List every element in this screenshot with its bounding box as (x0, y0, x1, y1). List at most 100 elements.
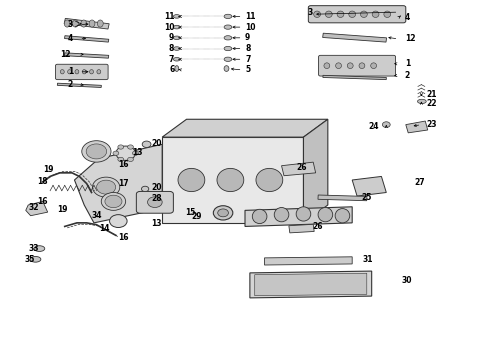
Polygon shape (65, 36, 109, 42)
Polygon shape (322, 33, 387, 42)
Ellipse shape (173, 25, 180, 29)
Ellipse shape (296, 207, 311, 221)
Text: 12: 12 (405, 35, 416, 44)
Ellipse shape (86, 144, 107, 159)
Text: 9: 9 (169, 33, 174, 42)
Ellipse shape (349, 11, 356, 18)
Ellipse shape (64, 20, 70, 27)
Polygon shape (282, 162, 316, 176)
Polygon shape (64, 18, 109, 29)
Ellipse shape (81, 20, 87, 27)
Text: 18: 18 (37, 176, 48, 185)
Text: 13: 13 (151, 219, 162, 228)
Polygon shape (162, 119, 328, 137)
Text: 16: 16 (118, 161, 129, 170)
Ellipse shape (113, 151, 119, 156)
Ellipse shape (336, 63, 342, 68)
Ellipse shape (217, 168, 244, 192)
Text: 3: 3 (307, 8, 313, 17)
Text: 8: 8 (245, 44, 250, 53)
Ellipse shape (34, 246, 45, 251)
Ellipse shape (224, 36, 232, 40)
Ellipse shape (337, 11, 344, 18)
Text: 27: 27 (415, 178, 425, 187)
Text: 29: 29 (192, 212, 202, 221)
Text: 17: 17 (118, 179, 129, 188)
Ellipse shape (93, 177, 120, 197)
Text: 7: 7 (169, 55, 174, 64)
Ellipse shape (274, 207, 289, 222)
Ellipse shape (89, 20, 95, 27)
Ellipse shape (324, 63, 330, 68)
Ellipse shape (252, 209, 267, 224)
Ellipse shape (116, 146, 135, 160)
Polygon shape (406, 121, 428, 133)
Text: 19: 19 (44, 165, 54, 174)
Text: 15: 15 (186, 208, 196, 217)
Text: 7: 7 (245, 55, 250, 64)
Text: 32: 32 (29, 203, 39, 212)
Text: 26: 26 (296, 163, 307, 172)
Ellipse shape (75, 69, 79, 74)
Ellipse shape (224, 46, 232, 51)
Ellipse shape (325, 11, 332, 18)
Ellipse shape (359, 63, 365, 68)
Ellipse shape (30, 256, 41, 262)
Ellipse shape (175, 66, 179, 71)
Ellipse shape (224, 25, 232, 29)
Polygon shape (289, 224, 314, 233)
Ellipse shape (173, 36, 180, 40)
Polygon shape (323, 75, 386, 80)
Text: 24: 24 (368, 122, 379, 131)
Ellipse shape (101, 193, 125, 210)
Ellipse shape (82, 141, 111, 162)
Ellipse shape (82, 69, 86, 74)
Text: 8: 8 (169, 44, 174, 53)
Polygon shape (318, 195, 367, 201)
Text: 21: 21 (426, 90, 437, 99)
Text: 10: 10 (245, 23, 255, 32)
Ellipse shape (224, 66, 229, 71)
Text: 13: 13 (132, 148, 143, 157)
Ellipse shape (173, 47, 180, 50)
Ellipse shape (218, 209, 228, 217)
Polygon shape (255, 273, 367, 296)
Ellipse shape (384, 11, 391, 18)
Ellipse shape (142, 141, 151, 148)
Text: 4: 4 (68, 35, 73, 44)
Ellipse shape (173, 58, 180, 61)
Ellipse shape (335, 208, 350, 223)
Ellipse shape (97, 69, 101, 74)
Ellipse shape (314, 11, 320, 18)
Polygon shape (265, 257, 352, 265)
Polygon shape (352, 176, 386, 196)
Text: 19: 19 (57, 205, 67, 214)
Polygon shape (57, 83, 101, 87)
Ellipse shape (60, 69, 64, 74)
Ellipse shape (90, 69, 94, 74)
Ellipse shape (256, 168, 283, 192)
FancyBboxPatch shape (308, 6, 406, 23)
Text: 26: 26 (312, 222, 323, 231)
Ellipse shape (417, 99, 426, 104)
Ellipse shape (68, 69, 72, 74)
Text: 10: 10 (164, 23, 174, 32)
Polygon shape (245, 207, 352, 226)
Ellipse shape (118, 157, 123, 162)
Ellipse shape (382, 122, 390, 127)
Ellipse shape (127, 145, 133, 149)
Text: 3: 3 (68, 20, 73, 29)
Text: 2: 2 (68, 80, 73, 89)
Text: 5: 5 (245, 66, 250, 75)
Text: 1: 1 (68, 67, 73, 76)
Text: 12: 12 (61, 50, 71, 59)
Ellipse shape (213, 206, 233, 220)
Ellipse shape (347, 63, 353, 68)
Ellipse shape (173, 15, 180, 18)
Text: 4: 4 (405, 13, 410, 22)
Ellipse shape (132, 151, 138, 156)
Text: 11: 11 (164, 12, 174, 21)
Ellipse shape (110, 215, 127, 228)
Ellipse shape (127, 157, 133, 162)
Ellipse shape (178, 168, 205, 192)
